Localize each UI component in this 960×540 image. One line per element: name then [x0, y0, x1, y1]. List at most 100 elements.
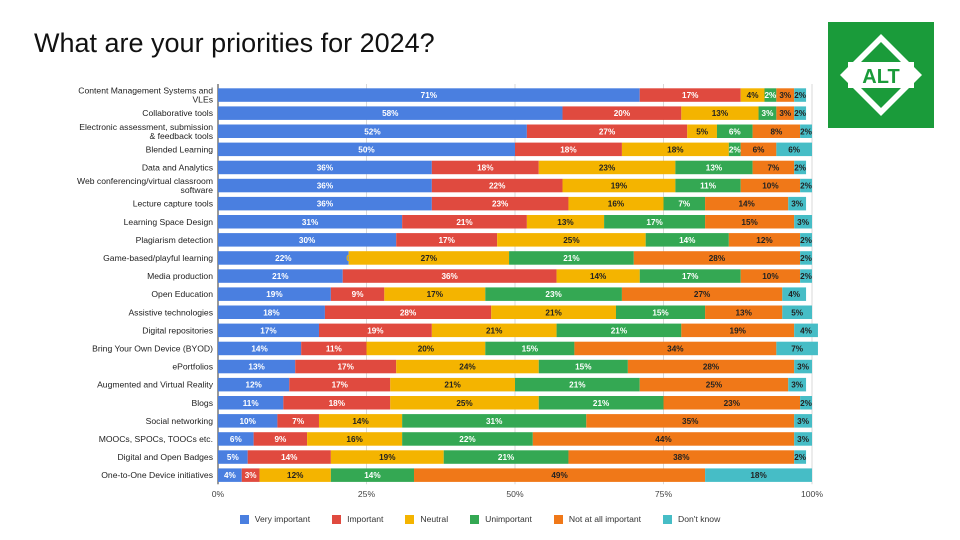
bar-segment [218, 106, 563, 120]
bar-segment [776, 88, 795, 102]
data-label: 14% [281, 453, 298, 462]
bar-segment [794, 359, 812, 374]
bar-segment [716, 124, 753, 138]
data-label: 11% [243, 399, 260, 408]
data-label: 5% [791, 308, 804, 317]
data-label: 15% [741, 218, 758, 227]
data-label: 7% [791, 344, 804, 353]
bar-segment [218, 160, 432, 175]
bar-segment [794, 414, 812, 428]
bar-segment [283, 396, 391, 410]
data-label: 17% [332, 381, 349, 390]
data-label: 25% [706, 381, 723, 390]
bar-segment [800, 233, 812, 247]
bar-segment [621, 142, 729, 157]
bar-segment [538, 160, 676, 175]
legend-swatch [470, 514, 480, 524]
data-label: 14% [251, 344, 268, 353]
bar-segment [604, 215, 706, 229]
bar-segment [794, 432, 812, 446]
x-tick-label: 25% [358, 489, 376, 499]
legend-label: Not at all important [568, 514, 642, 524]
bar-segment [402, 215, 527, 229]
data-label: 3% [797, 363, 810, 372]
bar-segment [615, 305, 706, 319]
legend-swatch [239, 514, 249, 524]
bar-segment [431, 323, 557, 338]
bar-segment [782, 287, 807, 301]
data-label: 18% [329, 399, 346, 408]
x-tick-label: 75% [655, 489, 673, 499]
data-label: 13% [712, 109, 729, 118]
data-label: 50% [358, 145, 375, 154]
data-label: 3% [797, 435, 810, 444]
bar-segment [639, 88, 741, 102]
data-label: 21% [563, 254, 580, 263]
bar-segment [318, 323, 432, 338]
data-label: 18% [263, 308, 280, 317]
legend-label: Important [347, 514, 384, 524]
bar-segment [800, 124, 812, 138]
bar-segment [241, 468, 260, 482]
legend-item: Unimportant [470, 514, 532, 524]
bar-segment [218, 88, 640, 102]
data-label: 2% [729, 145, 742, 154]
data-label: 20% [614, 109, 631, 118]
data-label: 28% [703, 363, 720, 372]
data-label: 20% [418, 344, 435, 353]
bar-segment [277, 414, 319, 428]
data-label: 4% [788, 290, 801, 299]
data-label: 25% [563, 236, 580, 245]
bar-segment [384, 287, 486, 301]
bar-segment [318, 414, 403, 428]
bar-segment [396, 359, 539, 374]
stacked-bar-chart: 0% 25% 50% 75% 100% Content Management System… [77, 84, 823, 499]
bar-segment [794, 88, 807, 102]
bar-segment [663, 196, 706, 211]
bar-segment [728, 142, 741, 157]
category-label: Content Management Systems and [78, 86, 213, 96]
bar-segment [515, 142, 622, 157]
data-label: 2% [800, 236, 813, 245]
data-label: 17% [682, 91, 699, 100]
data-label: 13% [706, 163, 723, 172]
x-tick-label: 100% [801, 489, 823, 499]
data-label: 13% [557, 218, 574, 227]
data-label: 34% [667, 344, 684, 353]
bar-segment [568, 196, 664, 211]
data-label: 2% [800, 272, 813, 281]
data-label: 21% [593, 399, 610, 408]
bar-segment [307, 432, 403, 446]
data-label: 21% [611, 326, 628, 335]
data-label: 21% [444, 381, 461, 390]
legend-label: Don't know [678, 514, 721, 524]
category-label: Data and Analytics [142, 162, 213, 172]
bar-segment [218, 450, 248, 464]
logo-text: ALT [862, 66, 899, 88]
bar-segment [218, 341, 302, 356]
chart-legend: Very important Important Neutral Unimportan… [0, 514, 960, 524]
bar-segment [218, 215, 403, 229]
data-label: 16% [608, 200, 625, 209]
data-label: 35% [682, 417, 699, 426]
bar-segment [538, 396, 664, 410]
data-label: 22% [459, 435, 476, 444]
data-label: 4% [800, 326, 813, 335]
data-label: 14% [738, 200, 755, 209]
data-label: 3% [791, 200, 804, 209]
data-label: 7% [767, 163, 780, 172]
bar-segment [800, 269, 812, 283]
bar-segment [218, 468, 242, 482]
bar-segment [675, 178, 741, 193]
bar-segment [764, 88, 777, 102]
data-label: 8% [770, 127, 783, 136]
bar-segment [794, 160, 807, 175]
data-label: 17% [427, 290, 444, 299]
bar-segment [259, 468, 331, 482]
bar-segment [800, 178, 812, 193]
category-label: Game-based/playful learning [103, 253, 213, 263]
bar-segment [800, 251, 812, 265]
data-label: 19% [367, 326, 384, 335]
bar-segment [568, 450, 795, 464]
bar-segment [295, 359, 397, 374]
